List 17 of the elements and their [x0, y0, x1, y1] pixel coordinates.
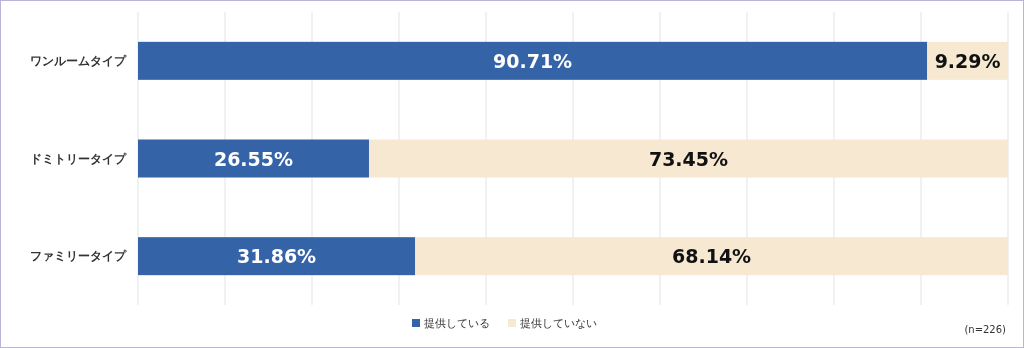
legend-label: 提供していない	[520, 317, 597, 330]
bar	[138, 139, 369, 178]
bar	[138, 237, 416, 276]
bar	[368, 139, 1008, 178]
y-tick-label: ファミリータイプ	[30, 249, 127, 264]
bar	[138, 41, 928, 80]
y-tick-label: ドミトリータイプ	[30, 151, 127, 166]
data-label: 26.55%	[213, 147, 294, 170]
bar	[415, 237, 1008, 276]
data-label: 68.14%	[672, 245, 752, 268]
text: (n=226)	[964, 324, 1007, 335]
y-tick-label: ワンルームタイプ	[30, 53, 127, 68]
data-label: 90.71%	[493, 49, 573, 72]
data-label: 73.45%	[648, 147, 729, 170]
data-label: 31.86%	[237, 245, 317, 268]
legend-label: 提供している	[424, 317, 490, 330]
data-label: 9.29%	[934, 49, 1001, 72]
